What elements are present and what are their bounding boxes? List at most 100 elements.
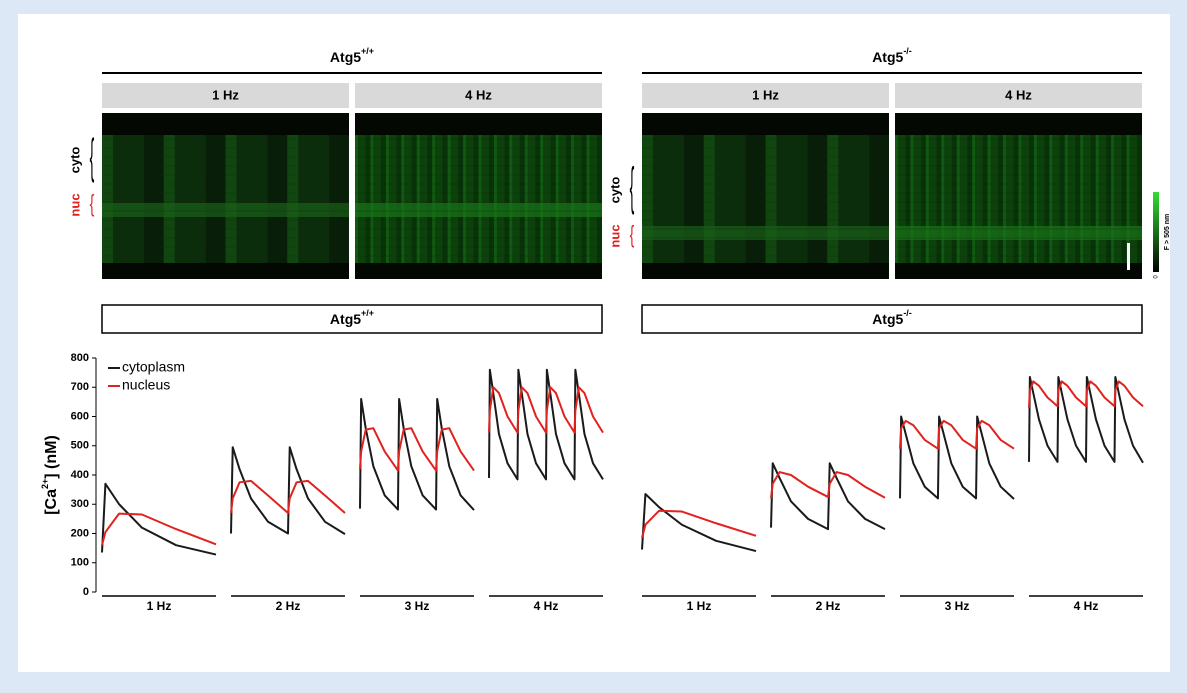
- beat-decay: [913, 135, 921, 263]
- panel-label: 4 Hz: [1005, 87, 1032, 102]
- nucleus-band: [895, 226, 1142, 240]
- beat-decay: [1129, 135, 1138, 263]
- beat-decay: [543, 135, 551, 263]
- image-title-main: Atg5: [330, 49, 361, 65]
- image-title: Atg5+/+: [330, 46, 374, 64]
- trace-line: [359, 397, 475, 511]
- beat-stripe: [910, 135, 914, 263]
- brace-nuc: {: [90, 191, 95, 218]
- y-tick-label: 400: [71, 469, 89, 481]
- beat-decay: [481, 135, 489, 263]
- legend-label: nucleus: [122, 377, 170, 393]
- y-tick-label: 600: [71, 410, 89, 422]
- scale-bar: [1127, 243, 1130, 270]
- y-axis-label-sup: 2+: [40, 479, 50, 489]
- beat-stripe: [987, 135, 991, 263]
- x-group-label: 3 Hz: [945, 599, 970, 613]
- beat-decay: [1098, 135, 1107, 263]
- region-cyto: cyto: [607, 177, 622, 204]
- beat-decay: [419, 135, 428, 263]
- chart-title-box: [101, 304, 603, 334]
- x-group-label: 4 Hz: [534, 599, 559, 613]
- region-nuc: nuc: [607, 224, 622, 247]
- panel-header: [895, 83, 1142, 108]
- panel-label: 1 Hz: [212, 87, 239, 102]
- panel-background: [18, 14, 1170, 672]
- beat-decay: [512, 135, 520, 263]
- beat-decay: [974, 135, 983, 263]
- x-group-label: 2 Hz: [816, 599, 841, 613]
- beat-decay: [897, 135, 906, 263]
- brace-nuc: {: [630, 222, 635, 249]
- beat-decay: [714, 135, 746, 263]
- beat-stripe: [493, 135, 497, 263]
- beat-stripe: [478, 135, 482, 263]
- beat-stripe: [509, 135, 513, 263]
- trace-line: [770, 471, 886, 499]
- y-tick-label: 700: [71, 381, 89, 393]
- chart-title-sup: +/+: [361, 308, 374, 318]
- beat-stripe: [827, 135, 839, 263]
- x-group-label: 1 Hz: [147, 599, 172, 613]
- trace-line: [359, 427, 475, 472]
- nucleus-band: [642, 226, 889, 240]
- y-tick-label: 200: [71, 527, 89, 539]
- beat-stripe: [1080, 135, 1084, 263]
- image-title: Atg5-/-: [872, 46, 912, 64]
- chart-title-main: Atg5: [872, 311, 903, 327]
- trace-line: [488, 386, 604, 434]
- colorbar-label: F > 505 nm: [1164, 214, 1171, 250]
- beat-stripe: [540, 135, 544, 263]
- beat-stripe: [1126, 135, 1130, 263]
- beat-stripe: [1064, 135, 1068, 263]
- panel-header: [102, 83, 349, 108]
- beat-stripe: [1049, 135, 1053, 263]
- beat-decay: [450, 135, 459, 263]
- beat-decay: [990, 135, 999, 263]
- beat-stripe: [941, 135, 945, 263]
- panel-label: 1 Hz: [752, 87, 779, 102]
- beat-stripe: [524, 135, 528, 263]
- beat-decay: [653, 135, 684, 263]
- chart-title-sup: -/-: [903, 308, 912, 318]
- x-group-label: 1 Hz: [687, 599, 712, 613]
- beat-decay: [298, 135, 330, 263]
- beat-decay: [573, 135, 582, 263]
- trace-line: [230, 479, 346, 515]
- brace-cyto: {: [90, 131, 95, 184]
- beat-stripe: [1111, 135, 1115, 263]
- beat-decay: [1067, 135, 1076, 263]
- trace-line: [1028, 376, 1144, 464]
- beat-stripe: [102, 135, 114, 263]
- image-title-sup: -/-: [903, 46, 912, 56]
- beat-decay: [959, 135, 968, 263]
- beat-stripe: [925, 135, 929, 263]
- beat-decay: [1083, 135, 1091, 263]
- y-tick-label: 300: [71, 498, 89, 510]
- trace-line: [101, 482, 217, 556]
- kymograph: [355, 113, 602, 279]
- beat-decay: [1005, 135, 1014, 263]
- beat-decay: [465, 135, 474, 263]
- trace-line: [488, 368, 604, 481]
- x-group-label: 2 Hz: [276, 599, 301, 613]
- beat-decay: [404, 135, 412, 263]
- beat-stripe: [463, 135, 467, 263]
- trace-line: [230, 446, 346, 535]
- beat-decay: [174, 135, 206, 263]
- panel-label: 4 Hz: [465, 87, 492, 102]
- beat-stripe: [355, 135, 358, 263]
- beat-stripe: [416, 135, 420, 263]
- nucleus-band: [102, 203, 349, 217]
- panel-header: [642, 83, 889, 108]
- beat-stripe: [401, 135, 405, 263]
- nucleus-band: [355, 203, 602, 217]
- beat-stripe: [1018, 135, 1022, 263]
- beat-stripe: [432, 135, 436, 263]
- beat-decay: [1036, 135, 1045, 263]
- beat-decay: [388, 135, 397, 263]
- beat-stripe: [287, 135, 299, 263]
- beat-stripe: [1003, 135, 1007, 263]
- beat-decay: [357, 135, 366, 263]
